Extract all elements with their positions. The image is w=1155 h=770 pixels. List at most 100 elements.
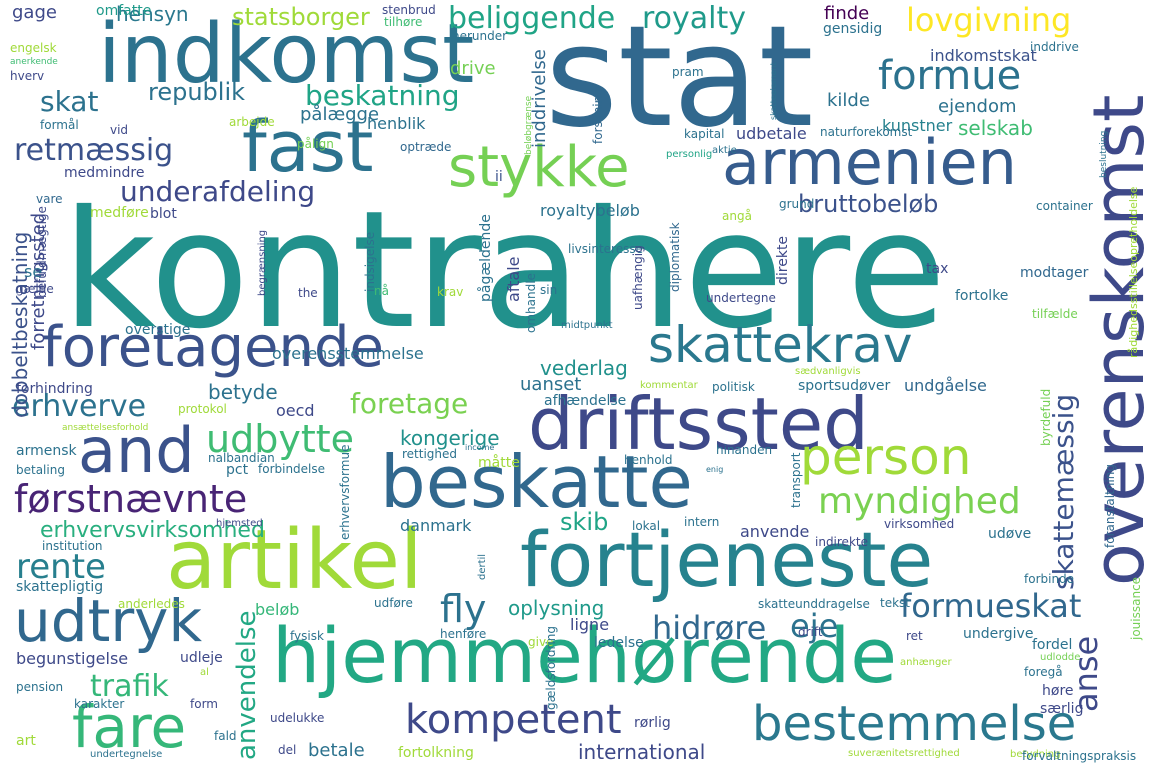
word-beliggende: beliggende: [448, 1, 616, 36]
word-suverænitetsrettighed: suverænitetsrettighed: [848, 748, 960, 759]
word-undergive: undergive: [963, 626, 1034, 642]
word-ejendom: ejendom: [938, 96, 1017, 117]
word-optræde: optræde: [400, 140, 452, 154]
word-beskatte: beskatte: [380, 440, 693, 524]
word-fare: fare: [72, 693, 187, 761]
word-foretage: foretage: [350, 387, 469, 420]
word-angå: angå: [722, 209, 752, 223]
word-kunstner: kunstner: [882, 116, 953, 135]
word-undertegne: undertegne: [706, 291, 776, 305]
word-afhændelse: afhændelse: [544, 393, 627, 409]
word-gældsfordring: gældsfordring: [544, 626, 558, 710]
word-oplysning: oplysning: [508, 596, 605, 620]
word-republik: republik: [148, 78, 246, 106]
word-fald: fald: [214, 729, 237, 743]
word-engelsk: engelsk: [10, 41, 57, 55]
word-pension: pension: [16, 680, 64, 694]
word-begrænsning: begrænsning: [257, 229, 268, 296]
word-the: the: [298, 286, 318, 300]
word-selskab: selskab: [958, 116, 1033, 140]
word-fortolkning: fortolkning: [398, 745, 474, 761]
word-kapital: kapital: [684, 127, 725, 141]
word-anvendelse: anvendelse: [232, 610, 262, 760]
word-udelukke: udelukke: [270, 711, 325, 725]
word-skattemæssig: skattemæssig: [1047, 393, 1080, 590]
word-international: international: [578, 740, 706, 764]
word-foregå: foregå: [1024, 665, 1063, 679]
word-underafdeling: underafdeling: [120, 175, 316, 208]
word-betyde: betyde: [208, 380, 278, 404]
word-fysisk: fysisk: [290, 629, 324, 643]
word-se: se: [24, 262, 43, 281]
word-foretagende: foretagende: [42, 315, 384, 380]
word-and: and: [78, 414, 195, 487]
word-anvende: anvende: [740, 522, 810, 541]
word-byrdefuld: byrdefuld: [1039, 388, 1053, 446]
word-anerkende: anerkende: [10, 57, 58, 67]
word-skattekrav: skattekrav: [648, 316, 913, 374]
word-vare: vare: [36, 192, 63, 206]
word-bruttobeløb: bruttobeløb: [798, 190, 939, 218]
word-formue: formue: [878, 53, 1022, 99]
word-kongerige: kongerige: [400, 426, 500, 450]
word-forbindelse: forbindelse: [258, 462, 326, 476]
word-midtpunkt: midtpunkt: [561, 320, 613, 331]
word-udlodde: udlodde: [1040, 652, 1081, 663]
word-overensstemmelse: overensstemmelse: [272, 344, 424, 363]
word-modtager: modtager: [1020, 265, 1089, 281]
word-udøve: udøve: [988, 526, 1032, 542]
word-personlig: personlig: [666, 149, 713, 160]
word-betaling: betaling: [16, 463, 65, 477]
word-eje: eje: [790, 607, 839, 645]
word-artikel: artikel: [166, 513, 423, 608]
word-person: person: [800, 428, 972, 486]
word-begunstigelse: begunstigelse: [16, 649, 129, 668]
word-driftssted: driftssted: [528, 382, 869, 466]
word-lokal: lokal: [632, 519, 661, 533]
word-al: al: [200, 667, 209, 678]
word-indkomstskat: indkomstskat: [930, 46, 1037, 65]
word-erhvervsvirksomhed: erhvervsvirksomhed: [40, 518, 265, 543]
word-pålign: pålign: [297, 137, 334, 151]
word-anhænger: anhænger: [900, 657, 952, 668]
word-rettighed: rettighed: [402, 447, 458, 461]
word-diplomatisk: diplomatisk: [668, 222, 682, 292]
word-erhverve: erhverve: [12, 389, 147, 424]
word-finde: finde: [824, 3, 870, 24]
word-hidrøre: hidrøre: [652, 609, 767, 647]
word-armensk: armensk: [16, 443, 77, 459]
word-overstige: overstige: [125, 322, 191, 338]
word-henføre: henføre: [440, 627, 487, 641]
word-undertegnelse: undertegnelse: [90, 749, 163, 760]
word-hjemsted: hjemsted: [216, 518, 263, 529]
word-udbytte: udbytte: [206, 417, 354, 461]
word-inddrive: inddrive: [1030, 40, 1079, 54]
word-skat: skat: [40, 85, 99, 118]
word-skatteelement: skatteelement: [769, 62, 778, 120]
word-tekst: tekst: [880, 596, 910, 610]
word-hverv: hverv: [10, 69, 45, 83]
word-omhandle: omhandle: [524, 273, 538, 333]
word-ligne: ligne: [570, 615, 610, 634]
word-beløbgrænse: beløbgrænse: [524, 95, 534, 155]
word-art: art: [16, 733, 36, 749]
word-lovgivning: lovgivning: [906, 1, 1072, 39]
word-tax: tax: [926, 261, 949, 277]
word-skib: skib: [560, 508, 609, 536]
word-beløb: beløb: [255, 600, 300, 619]
word-pålægge: pålægge: [300, 104, 380, 125]
word-bestemmelse: bestemmelse: [752, 696, 1077, 752]
word-indirekte: indirekte: [815, 535, 868, 549]
word-pågældende: pågældende: [478, 214, 494, 302]
word-gage: gage: [12, 2, 57, 23]
word-stenbrud: stenbrud: [382, 3, 436, 17]
word-give: give: [528, 635, 554, 649]
word-del: del: [278, 743, 297, 757]
word-rådighedsstillelseopretholdelse: rådighedsstillelseopretholdelse: [1127, 186, 1140, 358]
word-arbejde: arbejde: [229, 115, 275, 129]
word-grund: grund: [779, 197, 815, 211]
word-forbinde: forbinde: [1024, 572, 1075, 586]
word-ledelse: ledelse: [594, 635, 644, 651]
word-formueskat: formueskat: [900, 587, 1082, 625]
word-udbetale: udbetale: [736, 124, 807, 143]
